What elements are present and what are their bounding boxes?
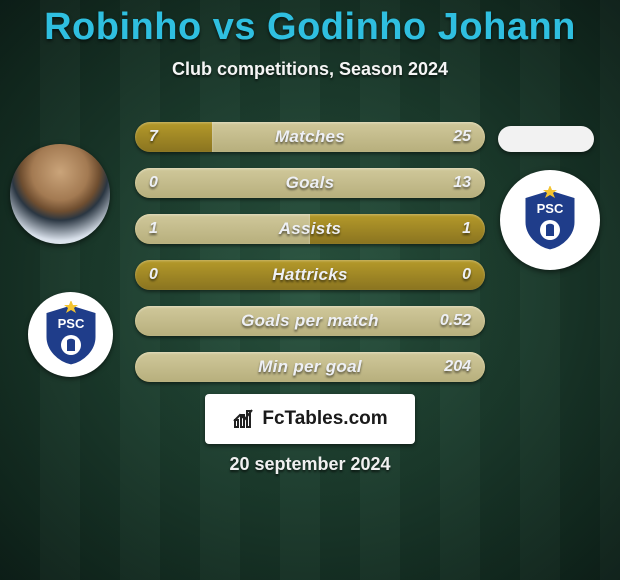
stats-panel: 725Matches 013Goals 11Assists 00Hattricks 0.… [135,122,485,398]
date-label: 20 september 2024 [0,454,620,475]
stat-row: 725Matches [135,122,485,152]
player2-club-crest: PSC [500,170,600,270]
stat-row: 013Goals [135,168,485,198]
player1-club-crest: PSC [28,292,113,377]
player1-photo-avatar [10,144,110,244]
stat-label: Goals per match [135,306,485,336]
page-title: Robinho vs Godinho Johann [0,0,620,49]
stat-row: 11Assists [135,214,485,244]
stat-row: 0.52Goals per match [135,306,485,336]
stat-label: Matches [135,122,485,152]
svg-text:PSC: PSC [57,316,84,331]
stat-row: 204Min per goal [135,352,485,382]
stat-label: Assists [135,214,485,244]
svg-text:PSC: PSC [537,201,564,216]
fctables-badge[interactable]: FcTables.com [205,394,415,444]
chart-icon [232,407,256,431]
page-subtitle: Club competitions, Season 2024 [0,59,620,80]
shield-icon: PSC [519,186,581,254]
stat-label: Hattricks [135,260,485,290]
shield-icon: PSC [40,301,102,369]
player2-photo-placeholder [498,126,594,152]
stat-row: 00Hattricks [135,260,485,290]
fctables-label: FcTables.com [262,408,387,430]
stat-label: Goals [135,168,485,198]
stat-label: Min per goal [135,352,485,382]
